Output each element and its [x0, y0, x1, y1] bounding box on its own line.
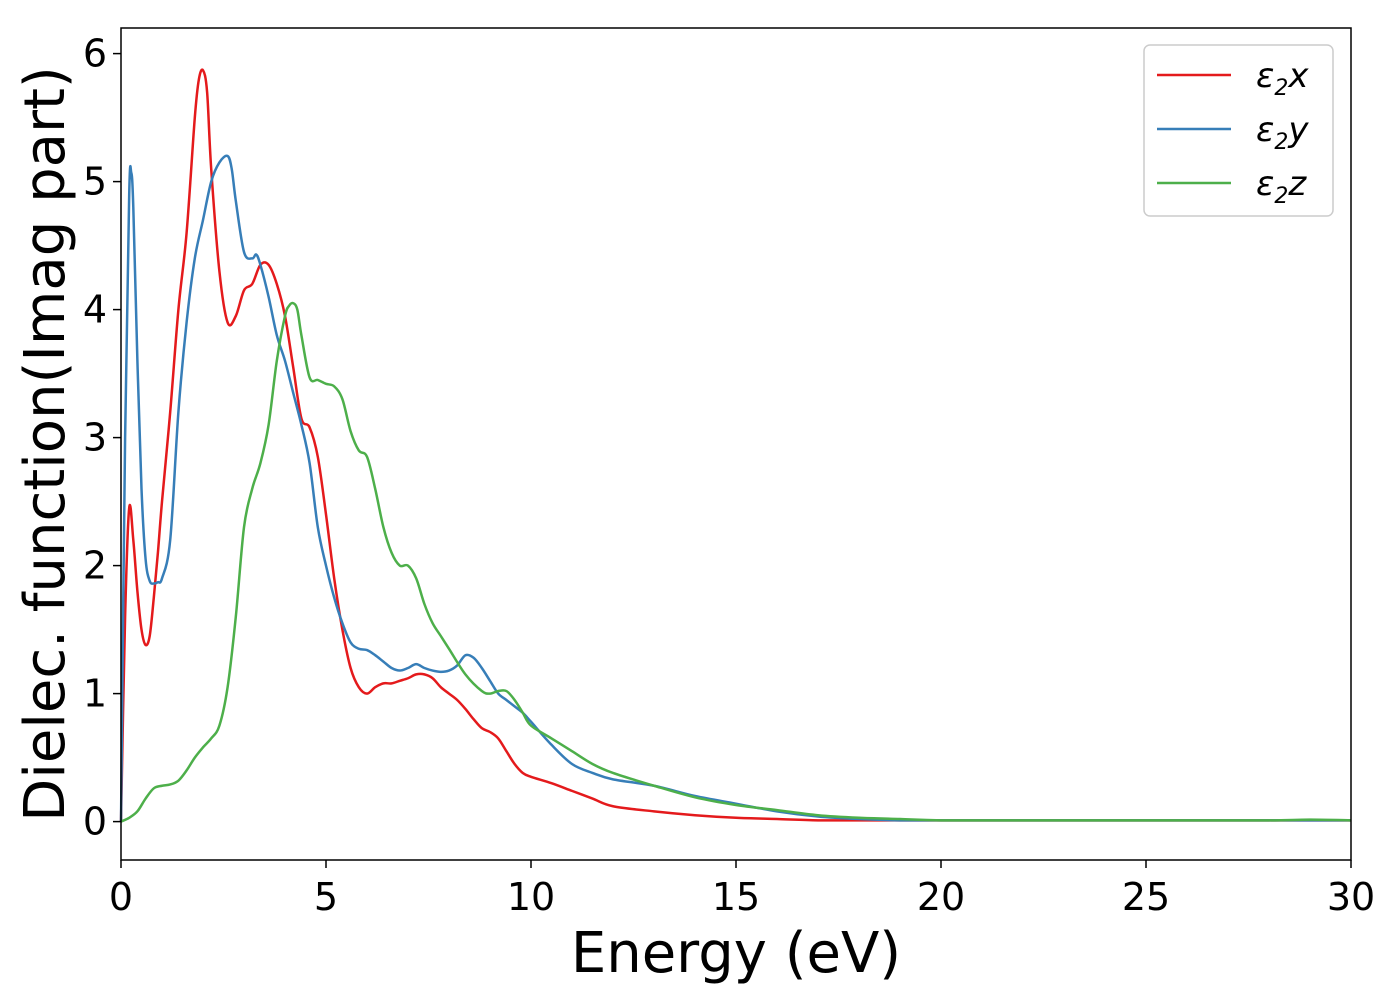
y-tick-label: 3 [83, 416, 107, 460]
series-layer [119, 68, 1352, 823]
x-axis-label: Energy (eV) [571, 921, 901, 986]
series-line-y [119, 154, 1351, 822]
legend-entry-x: ε2x [1256, 56, 1309, 101]
x-tick-label: 20 [917, 875, 965, 919]
x-tick-label: 0 [109, 875, 133, 919]
legend-entry-tail: z [1287, 164, 1307, 204]
legend-entry-z: ε2z [1256, 164, 1307, 209]
x-tick-label: 5 [314, 875, 338, 919]
y-tick-label: 2 [83, 544, 107, 588]
legend-entry-subscript: 2 [1274, 130, 1288, 155]
legend-entry-base: ε [1256, 110, 1274, 150]
y-tick-label: 4 [83, 288, 107, 332]
x-tick-label: 30 [1327, 875, 1375, 919]
series-line-z [120, 301, 1352, 823]
y-axis-label: Dielec. function(Imag part) [13, 66, 78, 822]
x-axis: 0 5 10 15 20 25 30 [109, 860, 1375, 919]
legend-entry-base: ε [1256, 164, 1274, 204]
x-tick-label: 25 [1122, 875, 1170, 919]
x-tick-label: 10 [507, 875, 555, 919]
y-tick-label: 6 [83, 32, 107, 76]
series-line-x [119, 68, 1351, 822]
y-tick-label: 0 [83, 800, 107, 844]
legend-entry-subscript: 2 [1274, 76, 1288, 101]
legend-entry-base: ε [1256, 56, 1274, 96]
legend-entry-y: ε2y [1256, 110, 1309, 155]
y-tick-label: 1 [83, 672, 107, 716]
legend-box [1143, 44, 1334, 217]
y-tick-label: 5 [83, 160, 107, 204]
legend-entry-tail: y [1287, 110, 1309, 150]
legend-entry-tail: x [1287, 56, 1309, 96]
y-axis: 0 1 2 3 4 5 6 [83, 32, 121, 844]
x-tick-label: 15 [712, 875, 760, 919]
legend-entry-subscript: 2 [1274, 184, 1288, 209]
